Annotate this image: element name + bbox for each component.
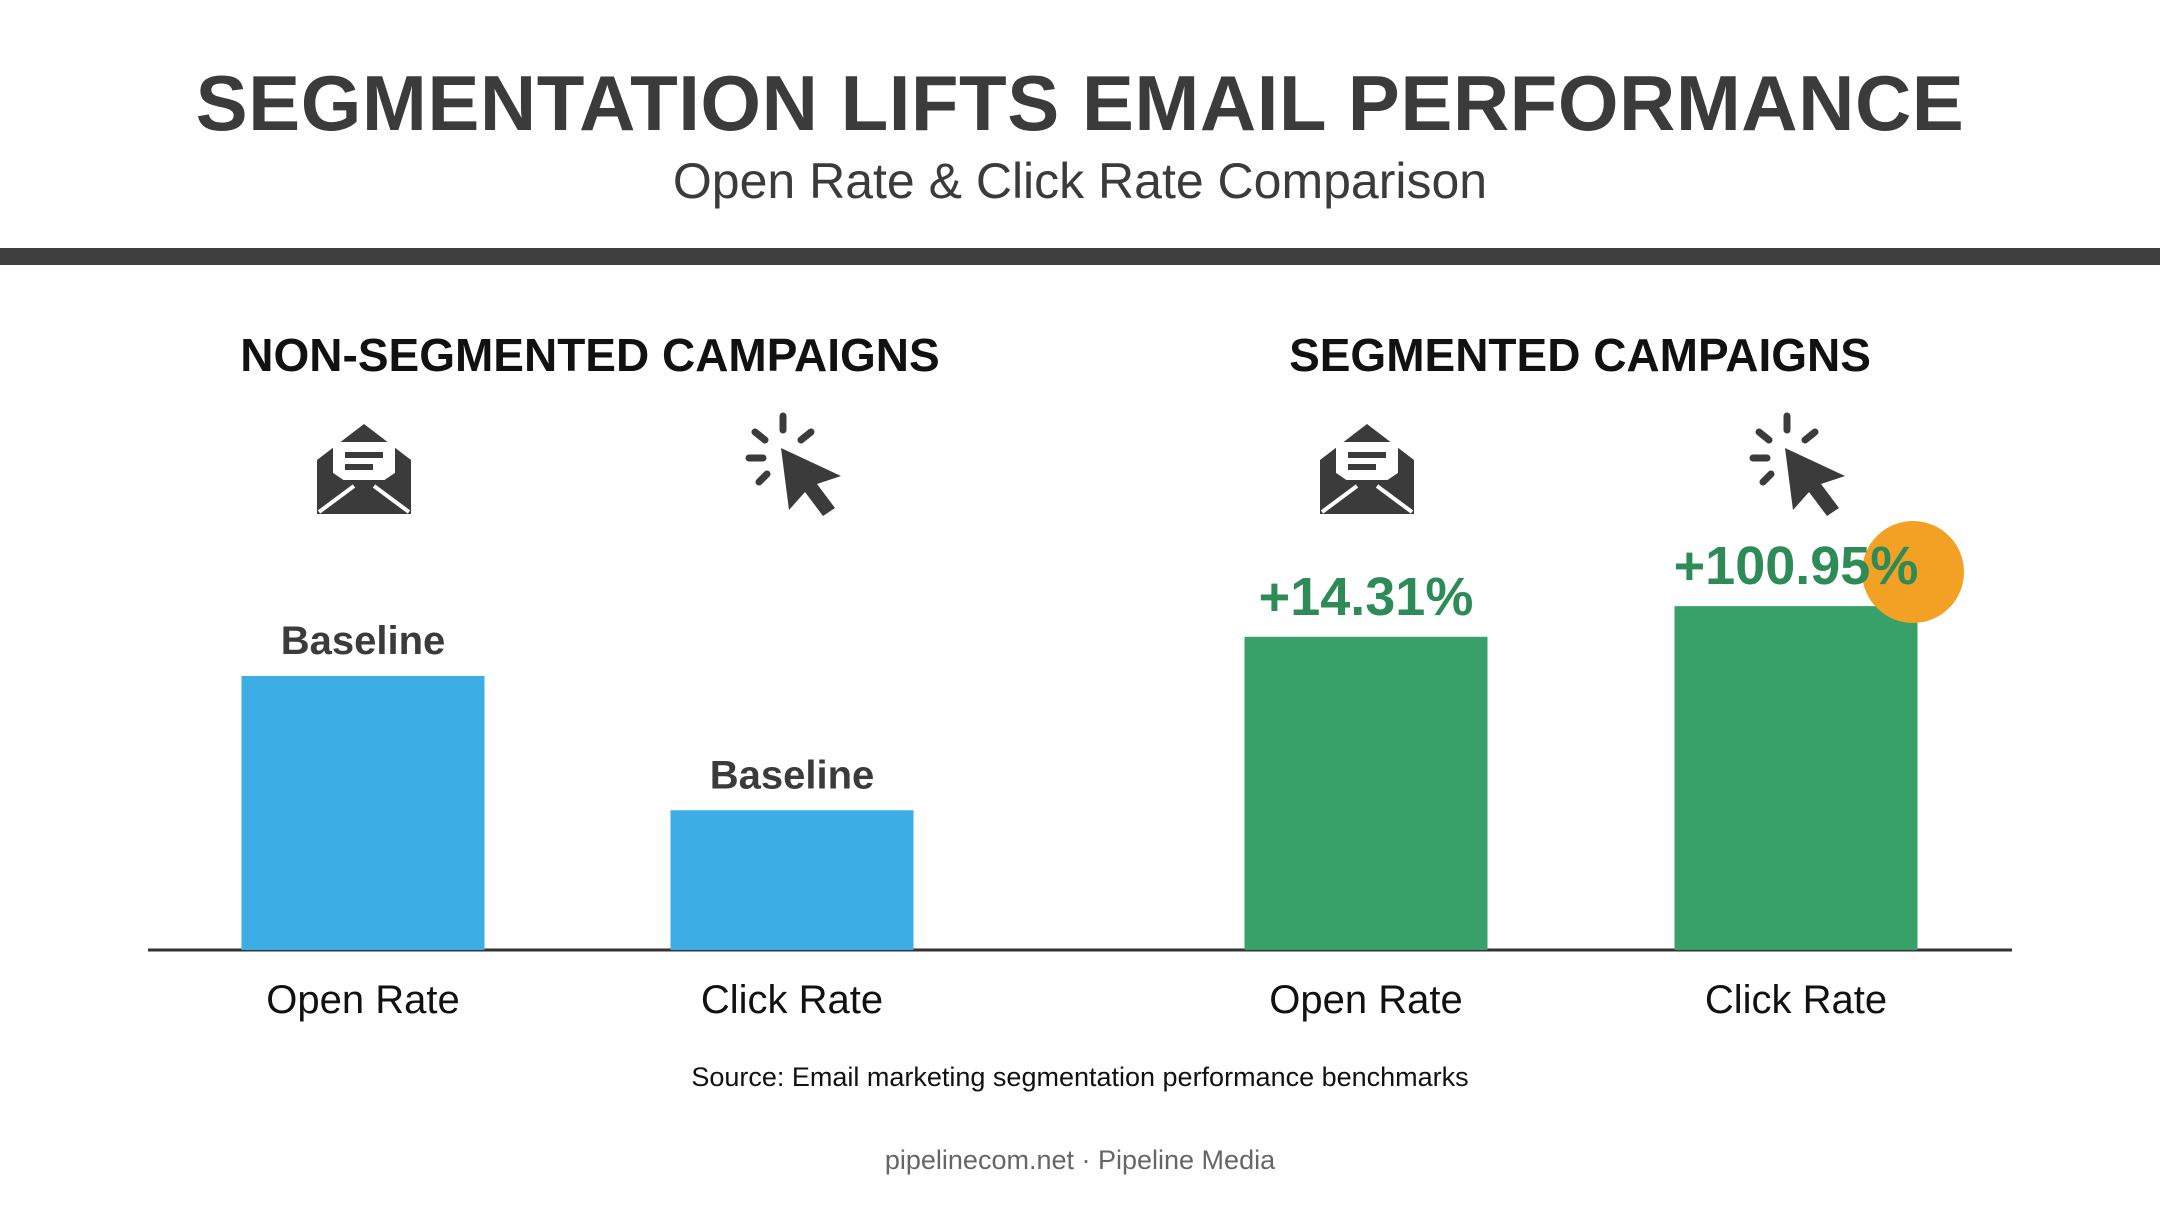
data-label-2: +14.31% — [1259, 567, 1474, 627]
data-label-3: +100.95% — [1674, 536, 1919, 596]
category-label-3: Click Rate — [1705, 978, 1887, 1022]
chart-subtitle: Open Rate & Click Rate Comparison — [672, 153, 1488, 209]
category-label-1: Click Rate — [701, 978, 883, 1022]
category-label-2: Open Rate — [1269, 978, 1462, 1022]
cursor-click-icon — [745, 412, 841, 516]
bar-0 — [241, 676, 485, 950]
category-label-0: Open Rate — [266, 978, 459, 1022]
bar-1 — [670, 810, 914, 950]
cursor-click-icon — [1749, 412, 1845, 516]
envelope-icon — [1320, 424, 1414, 514]
section-title-segmented: SEGMENTED CAMPAIGNS — [1289, 329, 1871, 381]
data-label-0: Baseline — [281, 619, 446, 663]
source-note: Source: Email marketing segmentation per… — [691, 1062, 1469, 1092]
envelope-icon — [317, 424, 411, 514]
credit-line: pipelinecom.net · Pipeline Media — [884, 1145, 1276, 1175]
header-divider — [0, 248, 2160, 265]
bar-3 — [1674, 606, 1918, 950]
chart-title: SEGMENTATION LIFTS EMAIL PERFORMANCE — [195, 59, 1965, 147]
bar-2 — [1244, 636, 1488, 950]
highlight-circle — [1862, 521, 1964, 623]
data-label-1: Baseline — [710, 753, 875, 797]
section-title-non-segmented: NON-SEGMENTED CAMPAIGNS — [240, 329, 940, 381]
